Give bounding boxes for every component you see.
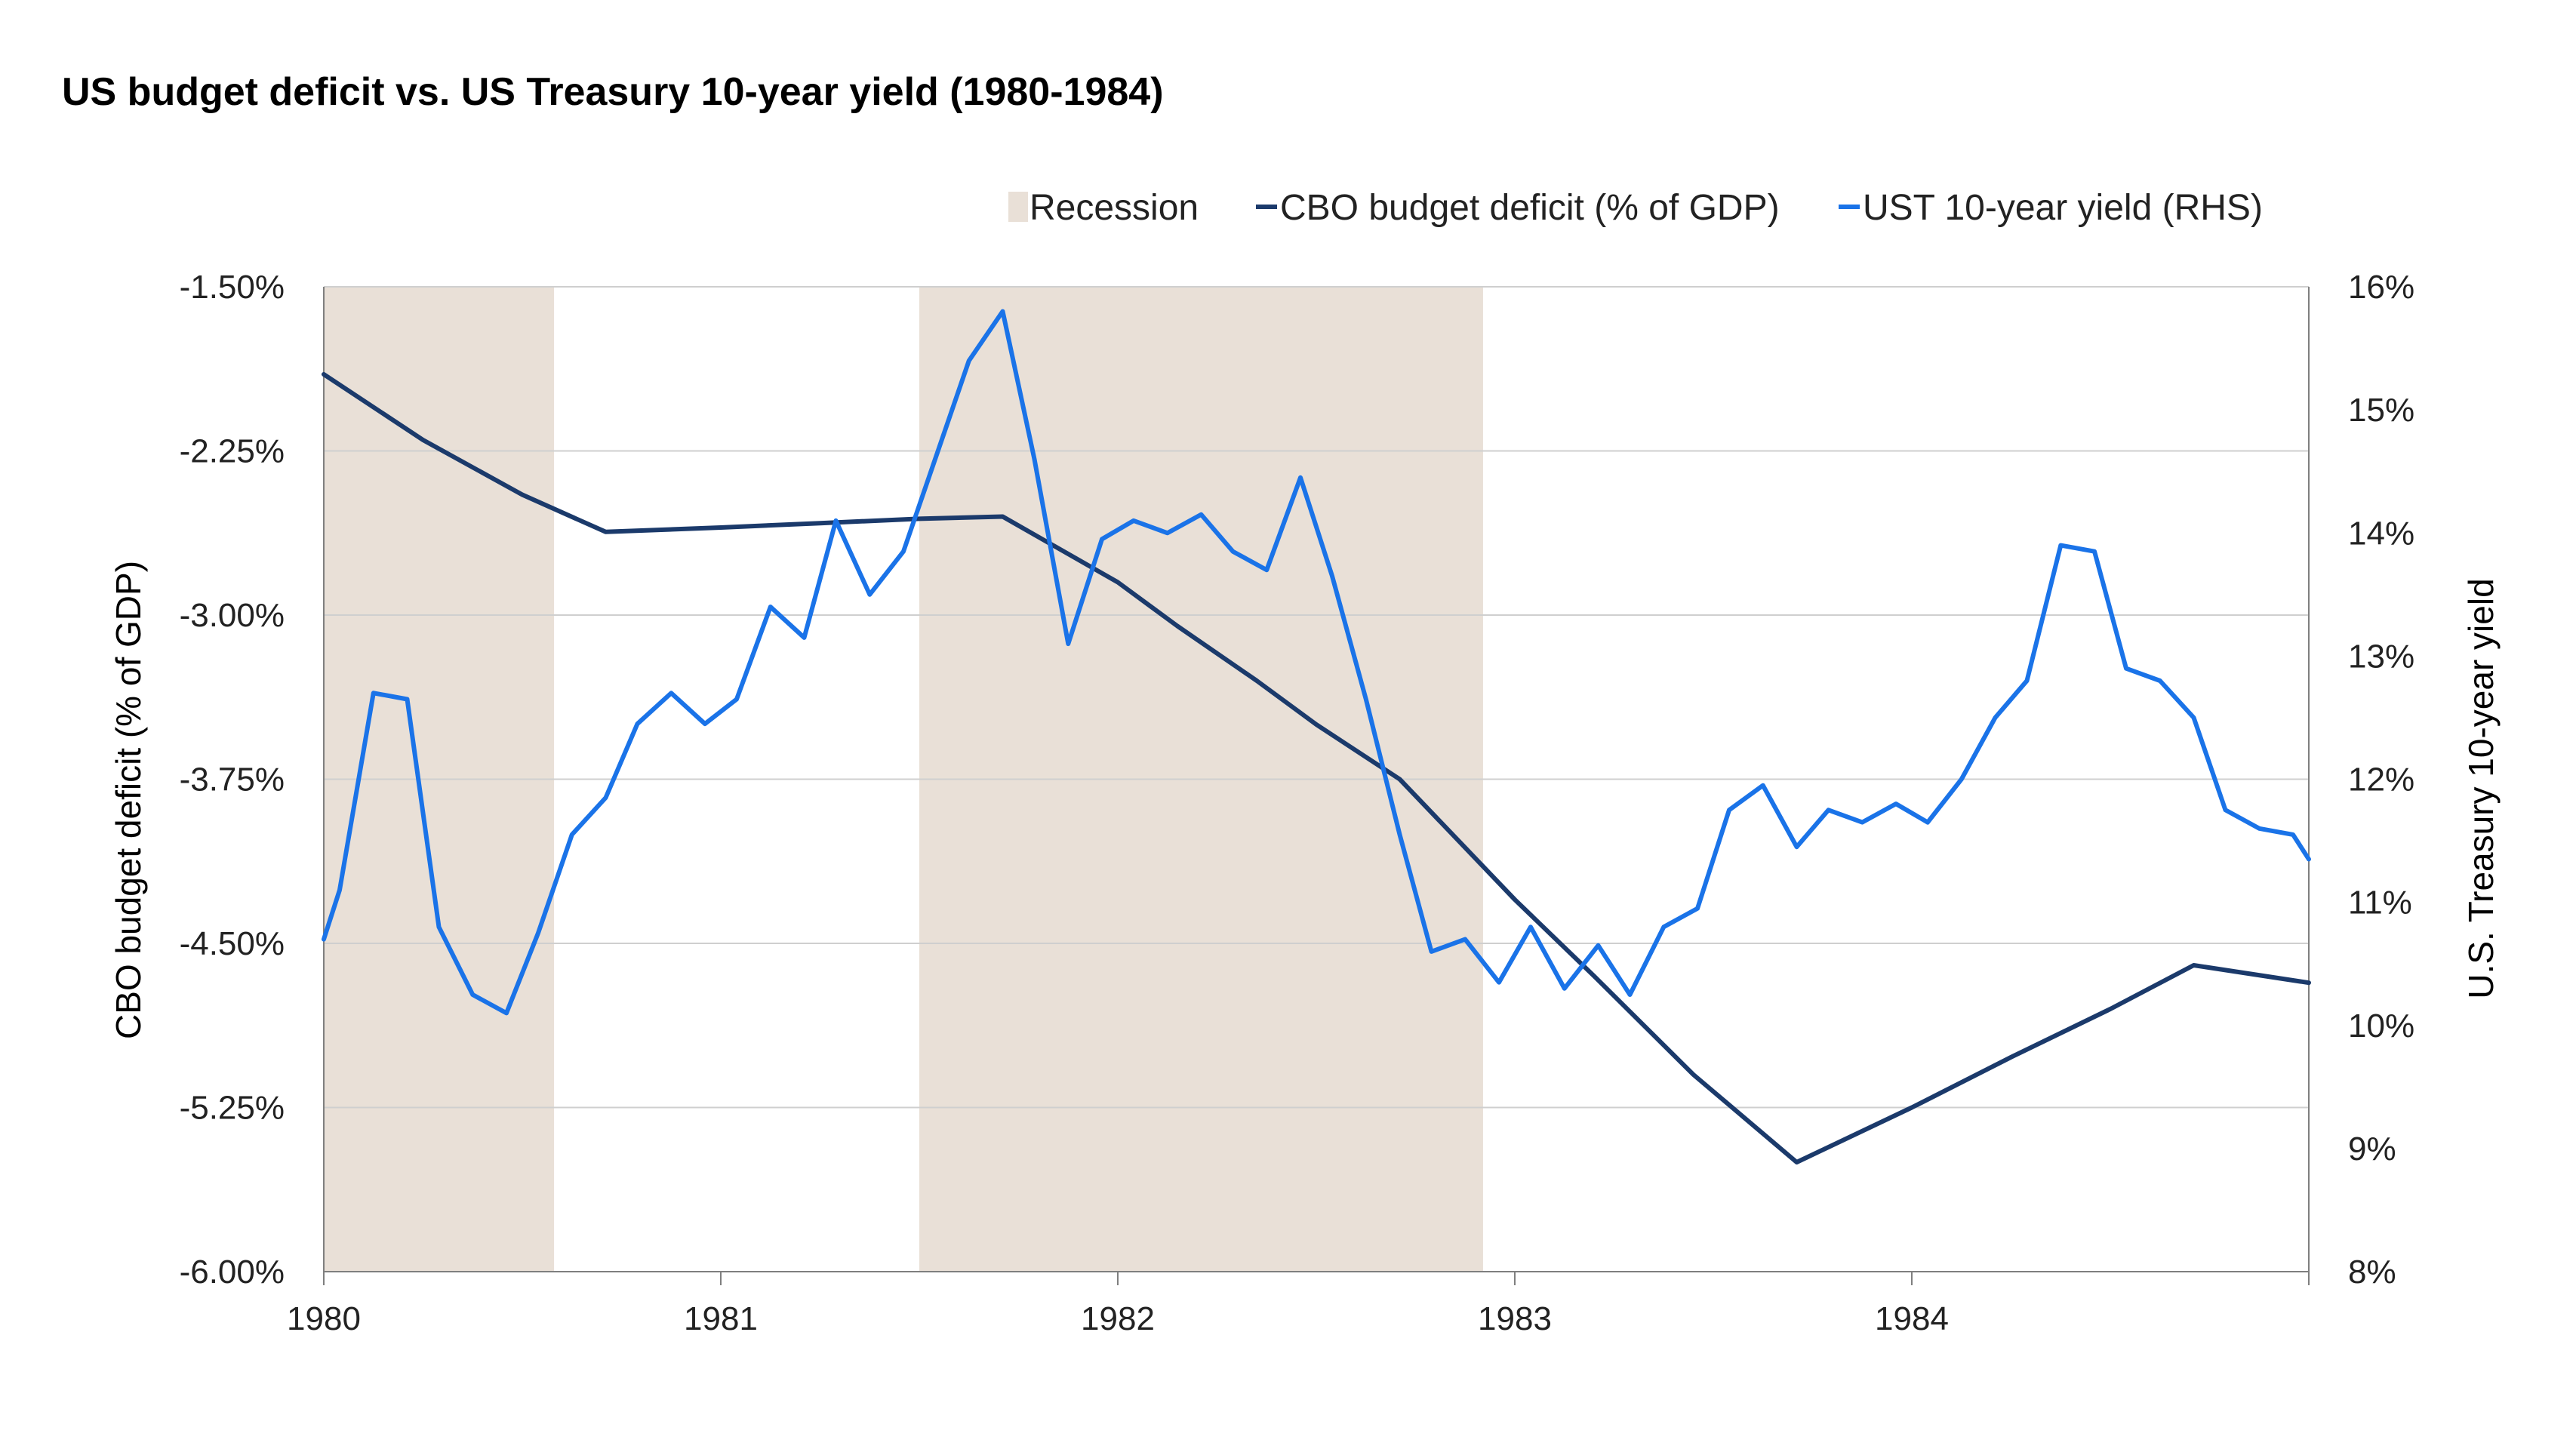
y-axis-title-right: U.S. Treasury 10-year yield	[2461, 578, 2501, 998]
tick-labels: -6.00% -5.25% -4.50% -3.75% -3.00% -2.25% -1.5…	[180, 269, 2415, 1337]
y-right-tick-label: 14%	[2348, 515, 2414, 552]
x-tick-label: 1983	[1478, 1300, 1552, 1337]
y-left-tick-label: -3.75%	[180, 761, 285, 798]
y-left-tick-label: -2.25%	[180, 433, 285, 470]
legend-swatch-recession	[1008, 192, 1028, 222]
y-right-tick-label: 12%	[2348, 761, 2414, 798]
y-right-tick-label: 9%	[2348, 1131, 2396, 1168]
y-right-tick-label: 11%	[2348, 884, 2412, 921]
y-right-tick-label: 10%	[2348, 1008, 2414, 1044]
y-left-tick-label: -6.00%	[180, 1254, 285, 1291]
axes	[323, 287, 2310, 1285]
series-lines	[322, 309, 2311, 1164]
legend-label-recession: Recession	[1029, 188, 1199, 228]
gridlines	[324, 286, 2309, 1109]
y-right-tick-label: 8%	[2348, 1254, 2396, 1291]
x-tick-label: 1980	[287, 1300, 361, 1337]
deficit-line	[322, 372, 2311, 1164]
legend-label-yield: UST 10-year yield (RHS)	[1863, 188, 2263, 228]
x-tick-label: 1982	[1081, 1300, 1155, 1337]
legend-label-deficit: CBO budget deficit (% of GDP)	[1280, 188, 1780, 228]
y-left-tick-label: -1.50%	[180, 269, 285, 306]
y-right-tick-label: 16%	[2348, 269, 2414, 306]
y-left-tick-label: -4.50%	[180, 925, 285, 962]
x-tick-label: 1981	[684, 1300, 758, 1337]
y-right-tick-label: 13%	[2348, 638, 2414, 675]
chart-title: US budget deficit vs. US Treasury 10-yea…	[62, 70, 1164, 114]
y-right-tick-label: 15%	[2348, 392, 2414, 429]
legend: Recession CBO budget deficit (% of GDP) US…	[1008, 188, 2263, 228]
y-axis-title-left: CBO budget deficit (% of GDP)	[109, 561, 148, 1039]
y-left-tick-label: -3.00%	[180, 597, 285, 634]
yield-line	[322, 309, 2311, 1016]
y-left-tick-label: -5.25%	[180, 1090, 285, 1127]
x-tick-label: 1984	[1875, 1300, 1949, 1337]
